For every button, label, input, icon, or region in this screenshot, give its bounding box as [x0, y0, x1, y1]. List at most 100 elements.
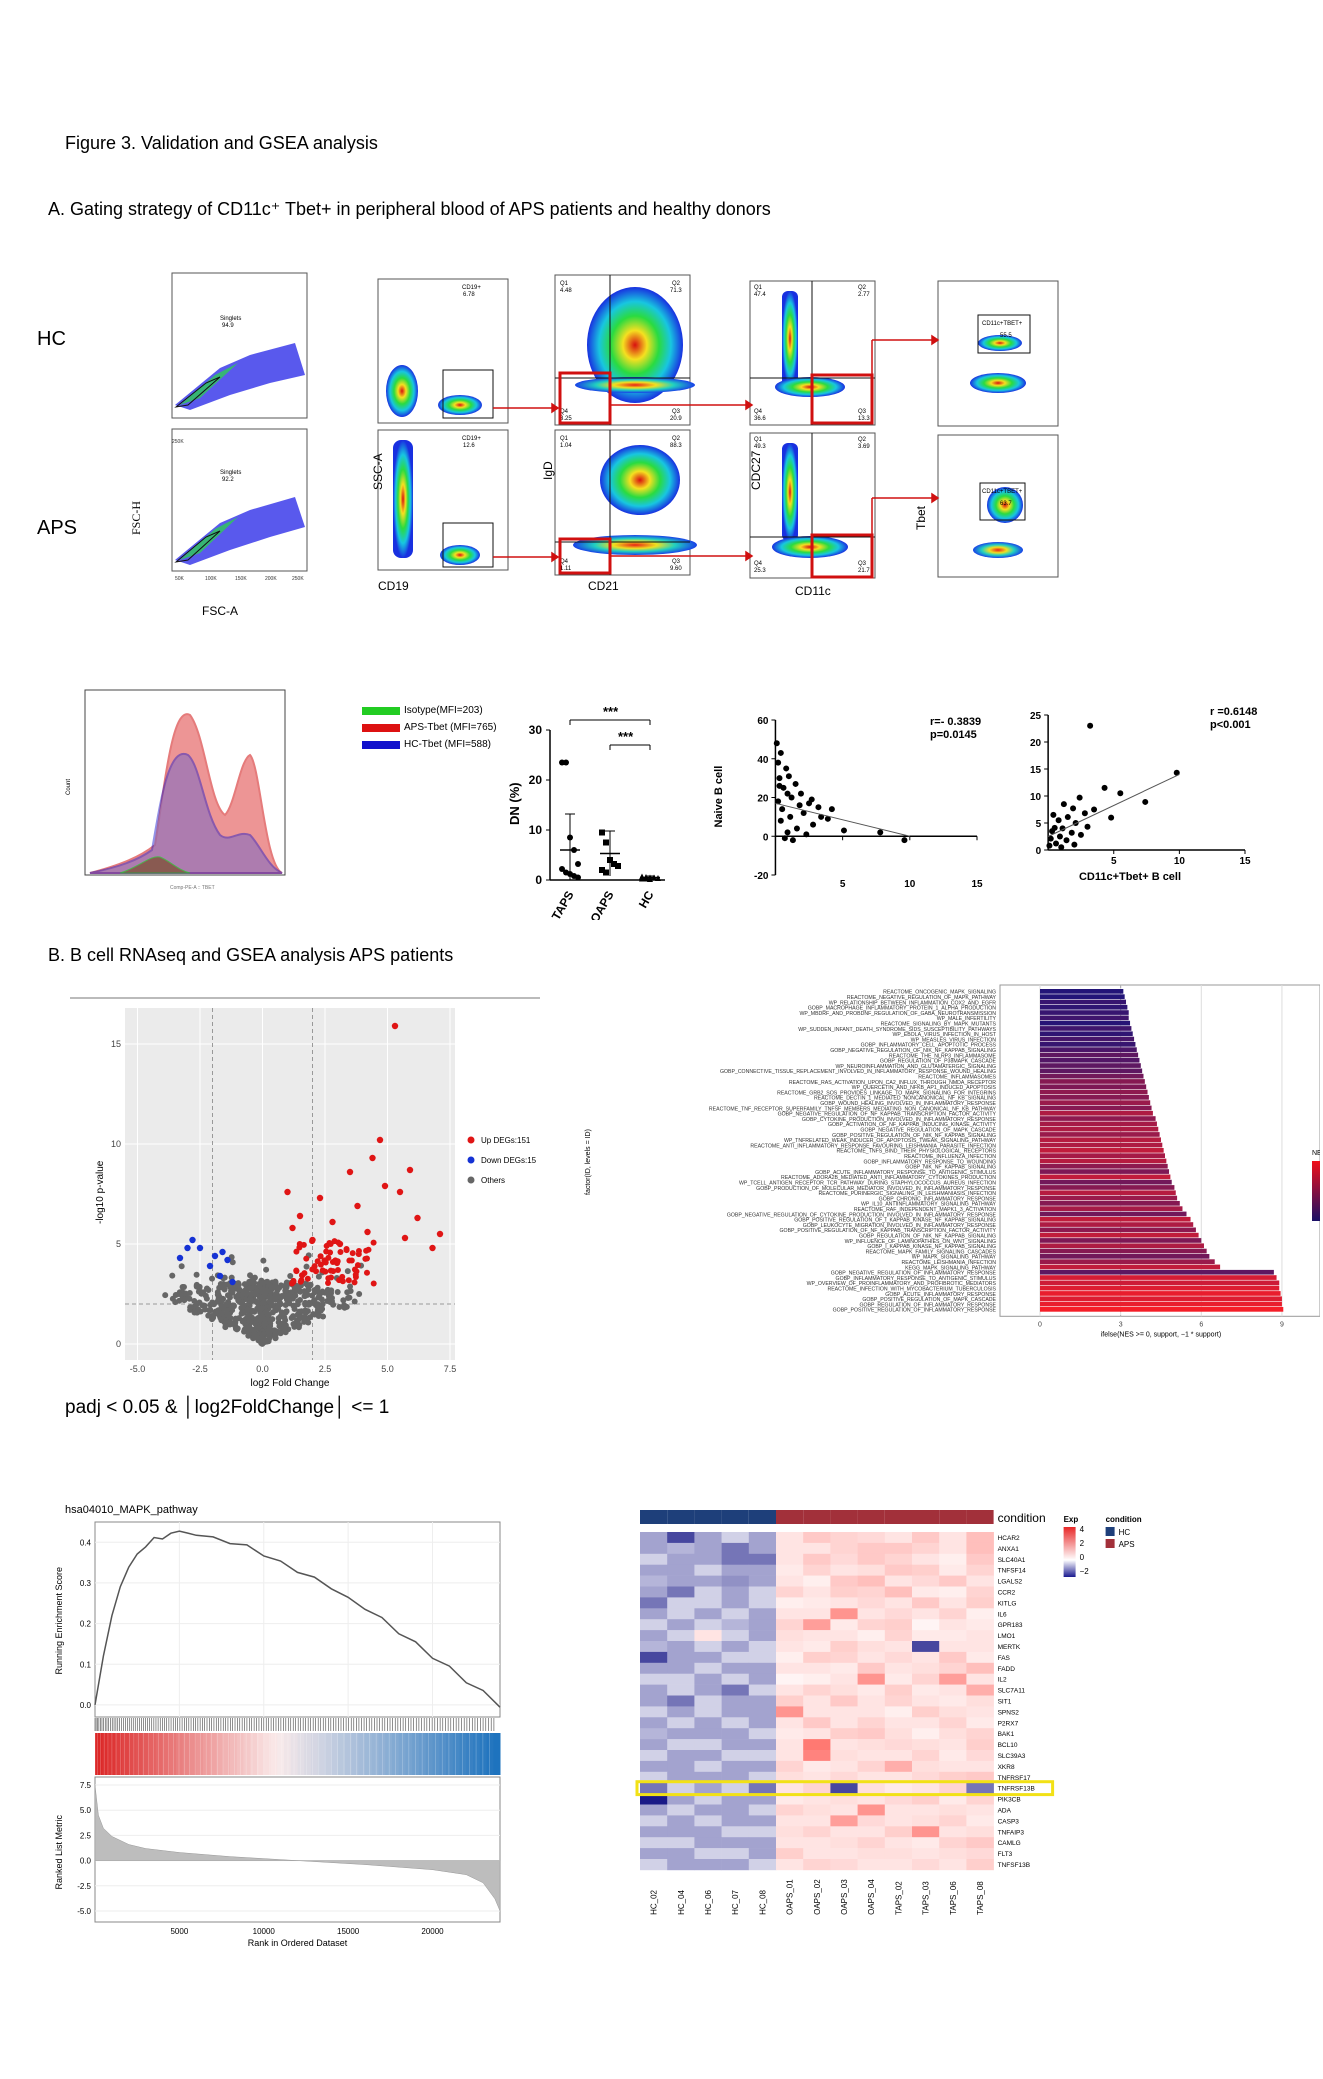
heat-cell [884, 1641, 913, 1653]
point-other [296, 1288, 303, 1295]
heat-cell [939, 1848, 967, 1860]
gene-label: FADD [998, 1666, 1016, 1673]
quad-name: Q2 [672, 436, 681, 442]
data-point [1058, 844, 1065, 851]
point-down [196, 1244, 204, 1252]
heat-cell [830, 1695, 858, 1707]
heat-cell [694, 1717, 722, 1729]
gate-label-hc: CD11c+TBET+ [982, 321, 1023, 327]
heat-cell [912, 1848, 940, 1860]
point-up [323, 1242, 330, 1249]
nes-bar [1040, 989, 1124, 994]
point-up [296, 1212, 304, 1220]
legend-dot [467, 1156, 475, 1164]
dot-taps [559, 866, 565, 872]
point-down [219, 1248, 226, 1256]
heat-cell [939, 1717, 967, 1729]
gene-label: SIT1 [998, 1699, 1012, 1706]
x-tick-label: -2.5 [192, 1364, 208, 1374]
nes-bar [1040, 1095, 1149, 1100]
pathway-label: KEGG_MAPK_SIGNALING_PATHWAY [905, 1265, 996, 1271]
nes-bar [1040, 1020, 1131, 1026]
point-other [193, 1301, 200, 1308]
heat-cell [857, 1597, 886, 1609]
heat-cell [803, 1815, 831, 1827]
gene-label: ADA [998, 1808, 1012, 1815]
rank-color-band [412, 1733, 420, 1775]
point-other [320, 1313, 327, 1320]
x-tick-label: 0.0 [256, 1364, 269, 1374]
point-up [296, 1241, 303, 1248]
heat-cell [640, 1630, 668, 1642]
gene-label: TNFSF13B [998, 1862, 1031, 1869]
data-point [785, 773, 792, 780]
heat-cell [884, 1553, 913, 1565]
point-other [322, 1289, 329, 1296]
heat-cell [667, 1859, 695, 1871]
rank-color-band [479, 1733, 487, 1775]
heat-cell [966, 1837, 994, 1849]
x-tick-label: 15 [1239, 856, 1251, 867]
point-up [311, 1263, 318, 1270]
rank-color-band [277, 1733, 285, 1775]
heat-cell [721, 1848, 750, 1860]
x-tick-label: 2.5 [319, 1364, 332, 1374]
point-other [227, 1314, 234, 1321]
point-up [334, 1258, 341, 1265]
nes-bar [1040, 1179, 1172, 1185]
heat-cell [857, 1532, 886, 1544]
q1-aps: 1.04 [560, 443, 572, 449]
heat-cell [830, 1728, 858, 1740]
exp-colorbar [1063, 1527, 1076, 1577]
sample-label: TAPS_02 [894, 1881, 903, 1915]
pathway-label: GOBP_POSITIVE_REGULATION_OF_NIK_NF_KAPPA… [832, 1133, 996, 1139]
y-tick-label: -20 [754, 871, 769, 882]
point-other [266, 1324, 273, 1331]
point-other [227, 1319, 234, 1326]
heat-cell [640, 1608, 668, 1620]
heat-cell [748, 1542, 777, 1555]
sig-label: *** [618, 729, 634, 744]
q2-aps: 88.3 [670, 443, 682, 449]
volcano-plot: -5.0 -2.5 0.0 2.5 5.0 7.5 0 5 10 15 log2 Fold Chan… [70, 997, 540, 1389]
data-point [1173, 769, 1180, 776]
y-axis-label: factor(ID, levels = ID) [585, 1129, 592, 1195]
rank-color-band [466, 1733, 474, 1775]
heat-cell [884, 1673, 913, 1685]
heat-cell [694, 1662, 722, 1674]
heat-cell [640, 1684, 668, 1696]
point-other [215, 1297, 222, 1304]
point-other [272, 1331, 279, 1338]
heat-cell [667, 1826, 695, 1838]
sig-label: *** [603, 704, 619, 719]
point-other [162, 1292, 169, 1299]
legend-label-aps: APS-Tbet (MFI=765) [404, 722, 497, 733]
dn-dot-plot: 0 10 20 30 DN (%) TAPS OAPS HC *** *** [507, 704, 665, 920]
axis-label-fsc-h: FSC-H [129, 501, 143, 535]
nes-bar [1040, 1291, 1281, 1296]
point-other [266, 1328, 273, 1335]
nes-bar [1040, 1243, 1204, 1249]
sample-label: HC_08 [758, 1889, 767, 1914]
condition-cell [912, 1510, 940, 1524]
axis-label-tbet: Tbet [914, 505, 928, 530]
dot-oaps [603, 839, 609, 846]
heat-cell [966, 1771, 994, 1783]
data-point [787, 813, 794, 820]
heat-cell [667, 1641, 695, 1653]
heat-cell [912, 1608, 940, 1620]
quad-name: Q4 [754, 561, 763, 567]
heat-cell [857, 1782, 886, 1794]
nes-bar [1040, 1042, 1136, 1047]
dot-hc [643, 875, 649, 882]
heat-cell [803, 1706, 831, 1718]
heat-cell [694, 1641, 722, 1653]
point-other [260, 1257, 267, 1264]
heat-cell [640, 1641, 668, 1653]
heat-cell [776, 1717, 804, 1729]
heat-cell [830, 1804, 858, 1816]
rank-color-band [101, 1733, 109, 1775]
heat-cell [776, 1630, 804, 1642]
pathway-label: WP_TNFRELATED_WEAK_INDUCER_OF_APOPTOSIS_… [784, 1138, 997, 1144]
legend-dot [467, 1176, 475, 1184]
